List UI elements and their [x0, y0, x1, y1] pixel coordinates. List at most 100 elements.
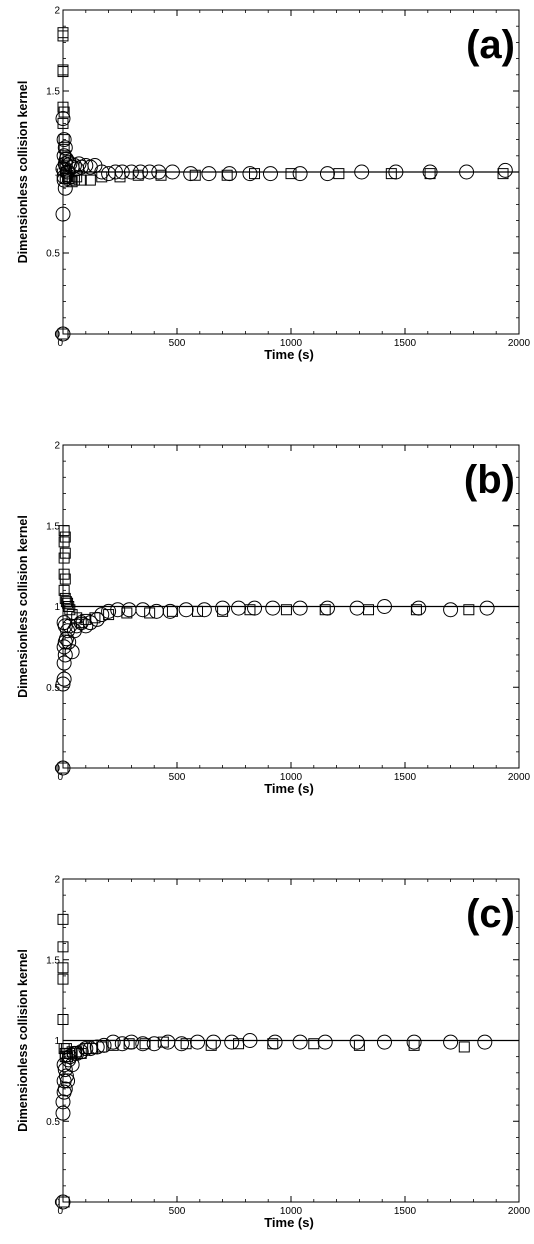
- square-marker: [84, 174, 96, 186]
- circle-marker: [55, 1105, 71, 1121]
- chart-panel-c: 0 500 1000 1500 2000 0 0.5 1 1.5 2 Time (s) Dimensi…: [16, 875, 531, 1231]
- circle-marker: [89, 1039, 105, 1055]
- circle-marker: [265, 600, 281, 616]
- square-marker: [285, 168, 297, 180]
- square-marker: [57, 1014, 69, 1026]
- square-marker: [497, 168, 509, 180]
- circle-marker: [267, 1034, 283, 1050]
- circle-marker: [55, 1194, 71, 1210]
- circle-marker: [319, 166, 335, 182]
- circle-marker: [135, 602, 151, 618]
- x-tick-label: 500: [169, 772, 186, 783]
- circle-marker: [56, 172, 72, 188]
- square-marker: [107, 1039, 119, 1051]
- square-marker: [59, 547, 71, 559]
- circle-marker: [196, 602, 212, 618]
- square-marker: [57, 941, 69, 953]
- circle-marker: [114, 1036, 130, 1052]
- x-tick-label: 1000: [280, 772, 303, 783]
- x-tick-label: 0: [57, 772, 63, 783]
- series-circle: [55, 1033, 493, 1210]
- square-marker: [280, 604, 292, 616]
- y-tick-label: 0.5: [46, 683, 60, 694]
- circle-marker: [55, 760, 71, 776]
- circle-marker: [89, 611, 105, 627]
- circle-marker: [56, 671, 72, 687]
- circle-marker: [60, 1073, 76, 1089]
- circle-marker: [388, 164, 404, 180]
- circle-marker: [64, 1057, 80, 1073]
- x-tick-label: 0: [57, 338, 63, 349]
- circle-marker: [56, 169, 72, 185]
- y-tick-label: 0.5: [46, 249, 60, 260]
- circle-marker: [114, 164, 130, 180]
- y-axis-label: Dimensionless collision kernel: [16, 81, 30, 264]
- circle-marker: [96, 1037, 112, 1053]
- square-marker: [80, 613, 92, 625]
- square-marker: [57, 30, 69, 42]
- circle-marker: [247, 600, 263, 616]
- circle-marker: [78, 1041, 94, 1057]
- circle-marker: [292, 600, 308, 616]
- x-tick-label: 2000: [508, 772, 531, 783]
- square-marker: [57, 962, 69, 974]
- x-tick-label: 1500: [394, 772, 417, 783]
- circle-marker: [94, 607, 110, 623]
- circle-marker: [101, 603, 117, 619]
- square-marker: [96, 1041, 108, 1053]
- y-axis-label: Dimensionless collision kernel: [16, 949, 30, 1132]
- circle-marker: [55, 206, 71, 222]
- circle-marker: [57, 1081, 73, 1097]
- circle-marker: [406, 1034, 422, 1050]
- square-marker: [408, 1039, 420, 1051]
- circle-marker: [262, 166, 278, 182]
- circle-marker: [479, 600, 495, 616]
- circle-marker: [242, 1033, 258, 1048]
- y-axis-label: Dimensionless collision kernel: [16, 515, 30, 698]
- y-tick-label: 1: [54, 1036, 60, 1047]
- circle-marker: [354, 164, 370, 180]
- circle-marker: [56, 655, 72, 671]
- circle-marker: [107, 164, 123, 180]
- circle-marker: [242, 166, 258, 182]
- x-axis-label: Time (s): [264, 781, 314, 796]
- square-marker: [57, 973, 69, 985]
- circle-marker: [105, 1034, 121, 1050]
- y-tick-label: 1.5: [46, 521, 60, 532]
- y-tick-label: 2: [54, 875, 60, 886]
- circle-marker: [121, 602, 137, 618]
- x-tick-label: 500: [169, 1206, 186, 1217]
- circle-marker: [349, 1034, 365, 1050]
- square-marker: [58, 134, 70, 146]
- circle-marker: [317, 1034, 333, 1050]
- circle-marker: [174, 1036, 190, 1052]
- square-marker: [121, 607, 133, 619]
- y-tick-label: 2: [54, 6, 60, 17]
- square-marker: [205, 1039, 217, 1051]
- square-marker: [63, 601, 75, 612]
- circle-marker: [183, 166, 199, 182]
- square-marker: [463, 604, 475, 616]
- series-circle: [55, 599, 495, 776]
- circle-marker: [411, 600, 427, 616]
- square-marker: [58, 525, 70, 537]
- circle-marker: [215, 600, 231, 616]
- square-marker: [157, 1036, 169, 1048]
- circle-marker: [133, 164, 149, 180]
- square-marker: [57, 66, 69, 78]
- circle-marker: [55, 676, 71, 692]
- x-axis-label: Time (s): [264, 347, 314, 362]
- x-tick-label: 0: [57, 1206, 63, 1217]
- circle-marker: [349, 600, 365, 616]
- circle-marker: [56, 1057, 72, 1073]
- panel-label: (c): [466, 892, 515, 936]
- circle-marker: [55, 1094, 71, 1110]
- circle-marker: [497, 162, 513, 178]
- y-tick-label: 0: [54, 330, 60, 341]
- circle-marker: [62, 618, 78, 634]
- x-tick-label: 1500: [394, 1206, 417, 1217]
- y-tick-label: 2: [54, 441, 60, 452]
- series-square: [57, 913, 470, 1208]
